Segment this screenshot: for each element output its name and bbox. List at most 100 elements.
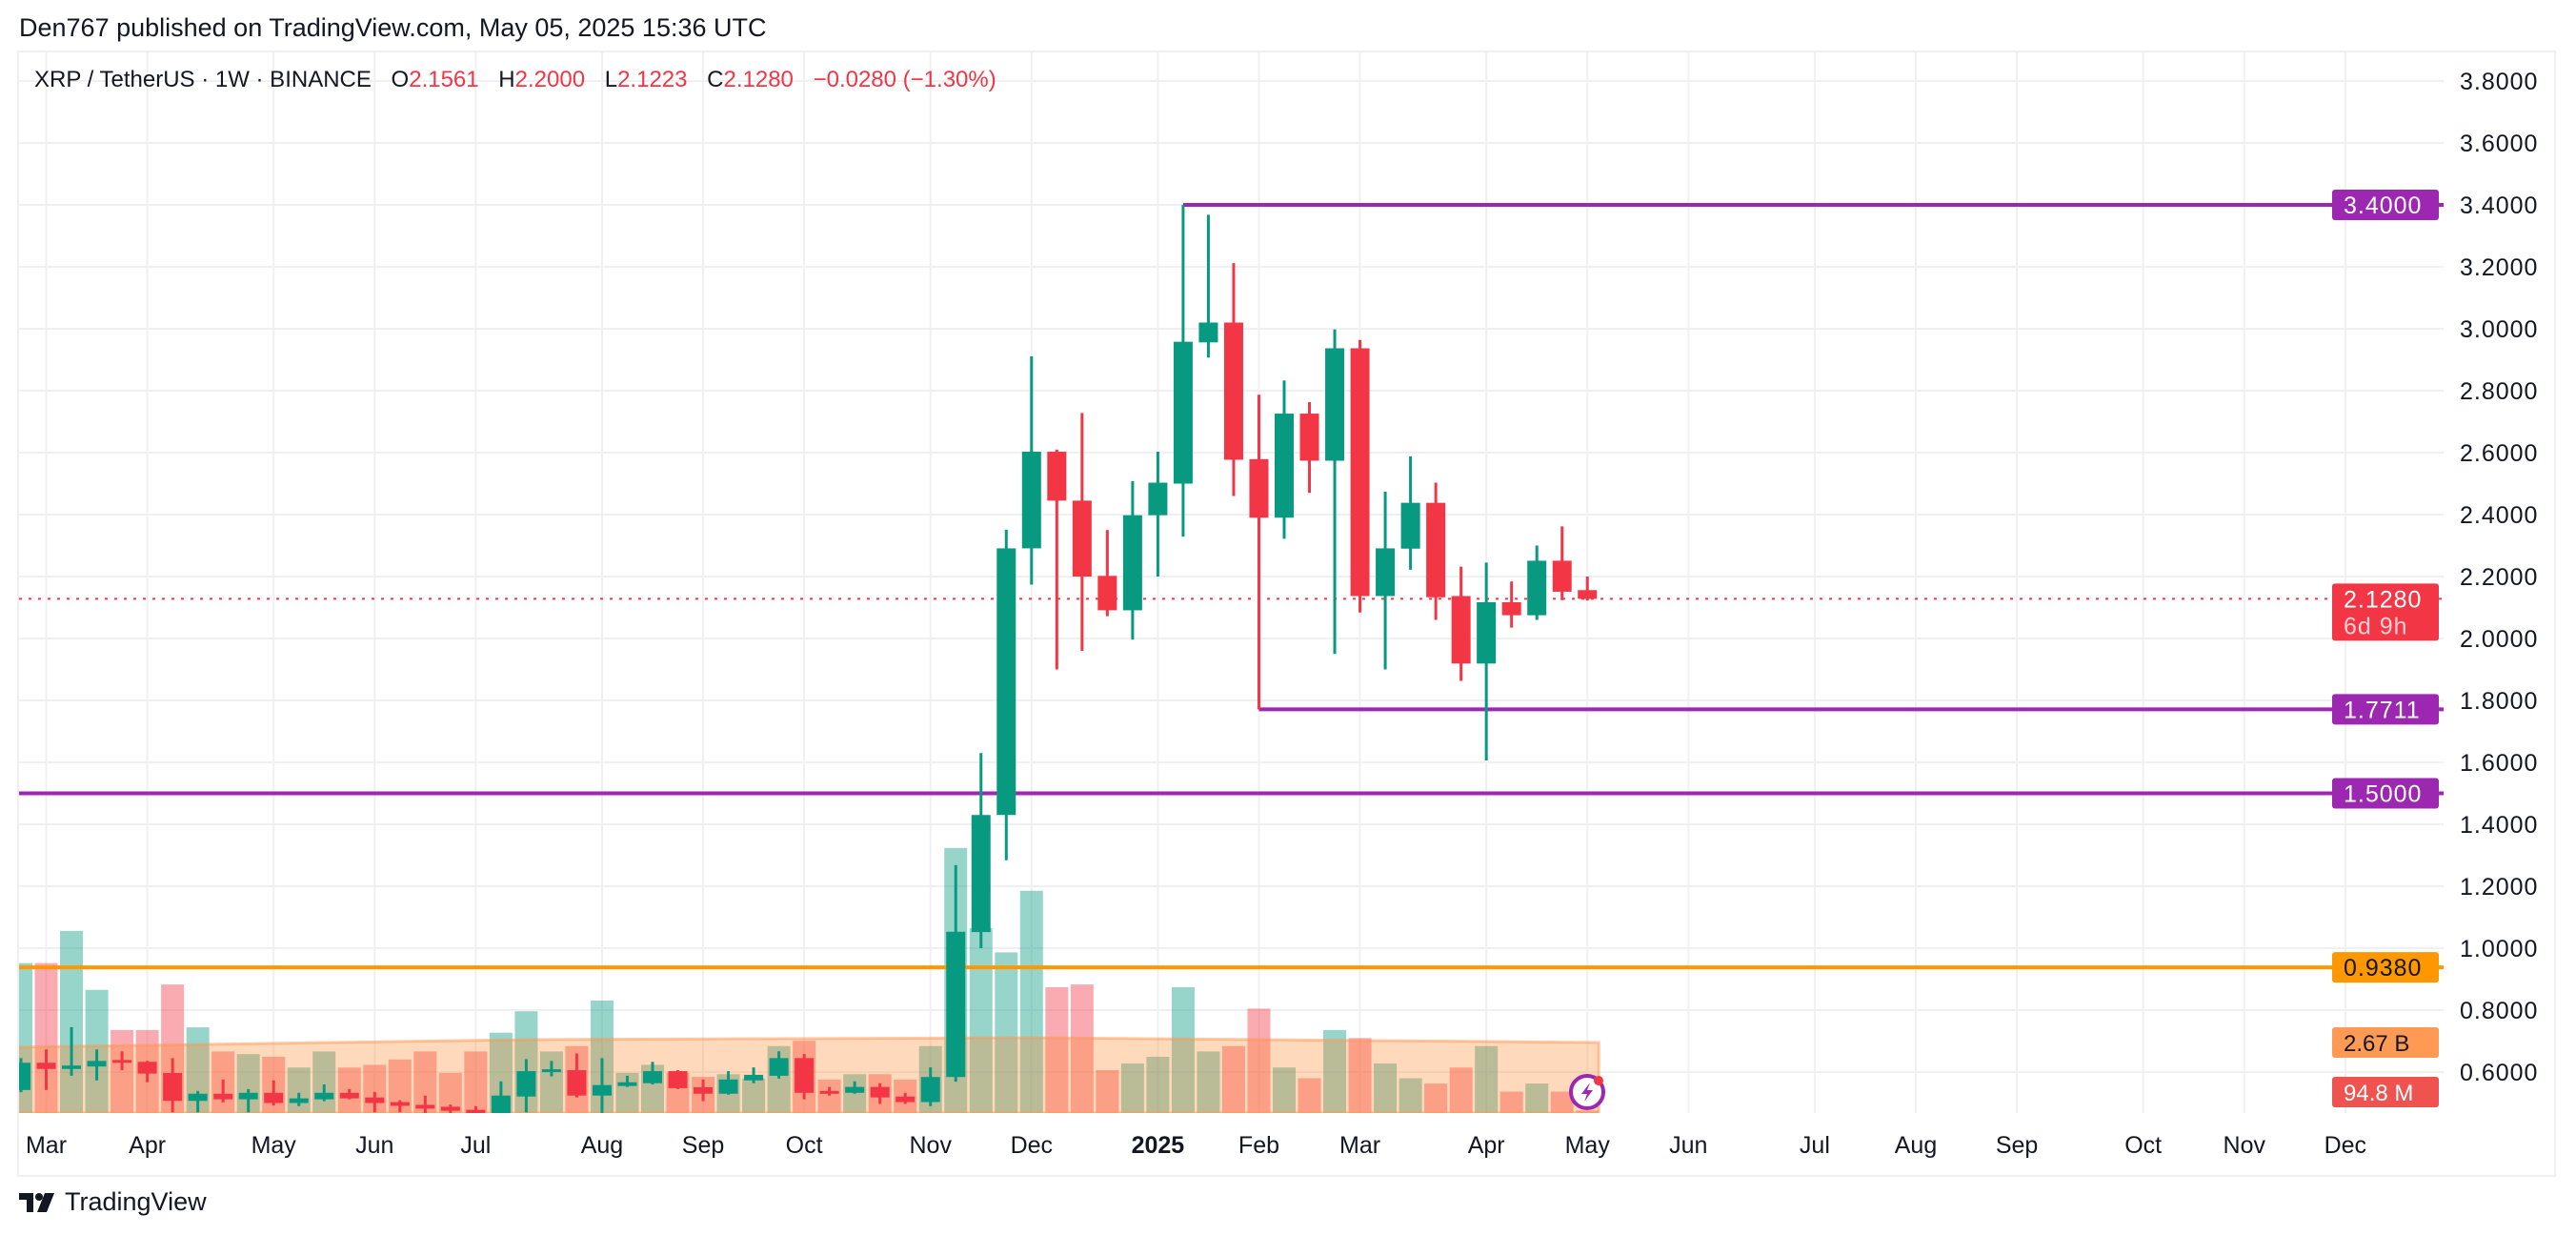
candle-body xyxy=(1072,500,1092,577)
price-tick-label: 0.6000 xyxy=(2460,1060,2538,1086)
volume-bar xyxy=(60,930,84,1113)
badge-level-high: 3.4000 xyxy=(2332,190,2439,220)
close-label: C xyxy=(707,67,724,92)
candle-body xyxy=(1376,548,1396,597)
open-label: O xyxy=(391,67,410,92)
high-value: 2.2000 xyxy=(514,67,586,92)
change-value: −0.0280 (−1.30%) xyxy=(813,67,996,92)
candle-body xyxy=(62,1065,82,1069)
candle-body xyxy=(1552,560,1572,592)
candle xyxy=(440,1104,460,1113)
high-label: H xyxy=(498,67,515,92)
candle-body xyxy=(188,1093,208,1102)
candle-body xyxy=(617,1082,637,1086)
candle-body xyxy=(567,1070,587,1096)
candle xyxy=(238,1088,258,1113)
candle xyxy=(163,1058,183,1113)
time-axis[interactable]: Mar Apr May Jun Jul Aug Sep Oct Nov Dec 2025 Feb Mar… xyxy=(26,1132,2366,1159)
volume-bar xyxy=(1146,1056,1170,1113)
volume-bar xyxy=(1045,986,1069,1113)
candle xyxy=(213,1079,233,1103)
time-tick-label: Nov xyxy=(909,1132,952,1159)
candle xyxy=(769,1051,789,1079)
volume-bar xyxy=(312,1051,336,1113)
candle xyxy=(62,1026,82,1076)
volume-bar xyxy=(1374,1063,1398,1113)
time-tick-label: May xyxy=(252,1132,297,1159)
candle-body xyxy=(36,1063,56,1069)
candle-body xyxy=(516,1071,536,1097)
time-tick-label: Sep xyxy=(1996,1132,2038,1159)
candle-body xyxy=(1527,560,1547,616)
candle xyxy=(946,864,966,1083)
candle-body xyxy=(415,1104,435,1109)
candle-body xyxy=(668,1071,688,1088)
volume-bar xyxy=(1424,1083,1448,1113)
candle-body xyxy=(920,1077,940,1103)
candle-body xyxy=(213,1093,233,1100)
volume-bar xyxy=(1070,984,1094,1113)
candle xyxy=(1501,581,1521,628)
tradingview-logo[interactable]: TradingView xyxy=(19,1187,207,1217)
symbol-legend[interactable]: XRP / TetherUS · 1W · BINANCE O2.1561 H2… xyxy=(34,67,996,93)
volume-bar xyxy=(995,952,1018,1113)
volume-bar xyxy=(1475,1045,1499,1113)
lightning-icon[interactable] xyxy=(1569,1074,1605,1110)
volume-bar xyxy=(1120,1063,1144,1113)
candle xyxy=(1122,480,1142,640)
candle-body xyxy=(769,1058,789,1076)
volume-bar xyxy=(1399,1078,1422,1113)
candle-body xyxy=(1249,458,1269,518)
candle-body xyxy=(971,815,991,933)
last-price-text: 2.1280 xyxy=(2344,586,2422,613)
price-tick-label: 1.0000 xyxy=(2460,936,2538,962)
candle-body xyxy=(744,1074,764,1081)
badge-level-mid: 1.7711 xyxy=(2332,694,2439,725)
candle-body xyxy=(137,1062,157,1074)
candle xyxy=(1376,491,1396,670)
time-tick-label: Dec xyxy=(2324,1132,2366,1159)
price-tick-label: 2.2000 xyxy=(2460,564,2538,591)
volume-bar xyxy=(111,1029,134,1113)
badge-level-low: 1.5000 xyxy=(2332,778,2439,809)
price-axis[interactable]: 3.8000 3.6000 3.4000 3.2000 3.0000 2.8000 2.60… xyxy=(2460,69,2538,1086)
candle xyxy=(491,1081,511,1113)
candle xyxy=(1097,530,1117,617)
price-tick-label: 1.4000 xyxy=(2460,812,2538,839)
badge-volume-ma: 2.67 B xyxy=(2332,1027,2439,1058)
candle-body xyxy=(1350,348,1370,597)
candle-body xyxy=(1173,341,1193,484)
candle xyxy=(567,1053,587,1098)
candle xyxy=(1350,339,1370,613)
candle-body xyxy=(163,1072,183,1102)
price-tick-label: 1.6000 xyxy=(2460,750,2538,777)
badge-level-mid-text: 1.7711 xyxy=(2344,697,2421,723)
candle xyxy=(289,1092,309,1106)
candle xyxy=(137,1061,157,1083)
volume-bar xyxy=(1298,1078,1321,1113)
candle-body xyxy=(1148,482,1168,516)
candle xyxy=(36,1049,56,1090)
countdown-text: 6d 9h xyxy=(2344,613,2408,639)
badge-level-high-text: 3.4000 xyxy=(2344,192,2422,219)
candle-body xyxy=(19,1063,30,1090)
candle xyxy=(365,1091,385,1113)
price-tick-label: 2.8000 xyxy=(2460,378,2538,405)
time-tick-label: Apr xyxy=(1468,1132,1505,1159)
candle xyxy=(870,1083,890,1104)
low-value: 2.1223 xyxy=(617,67,688,92)
candles xyxy=(19,205,1598,1113)
price-tick-label: 2.4000 xyxy=(2460,502,2538,529)
candle xyxy=(112,1051,132,1071)
volume-bar xyxy=(1019,890,1043,1113)
candle-body xyxy=(996,548,1016,816)
time-tick-label: Jul xyxy=(460,1132,491,1159)
candle xyxy=(390,1100,410,1113)
candle-body xyxy=(1426,502,1446,597)
volume-bar xyxy=(1197,1051,1220,1113)
low-label: L xyxy=(604,67,618,92)
open-value: 2.1561 xyxy=(409,67,479,92)
